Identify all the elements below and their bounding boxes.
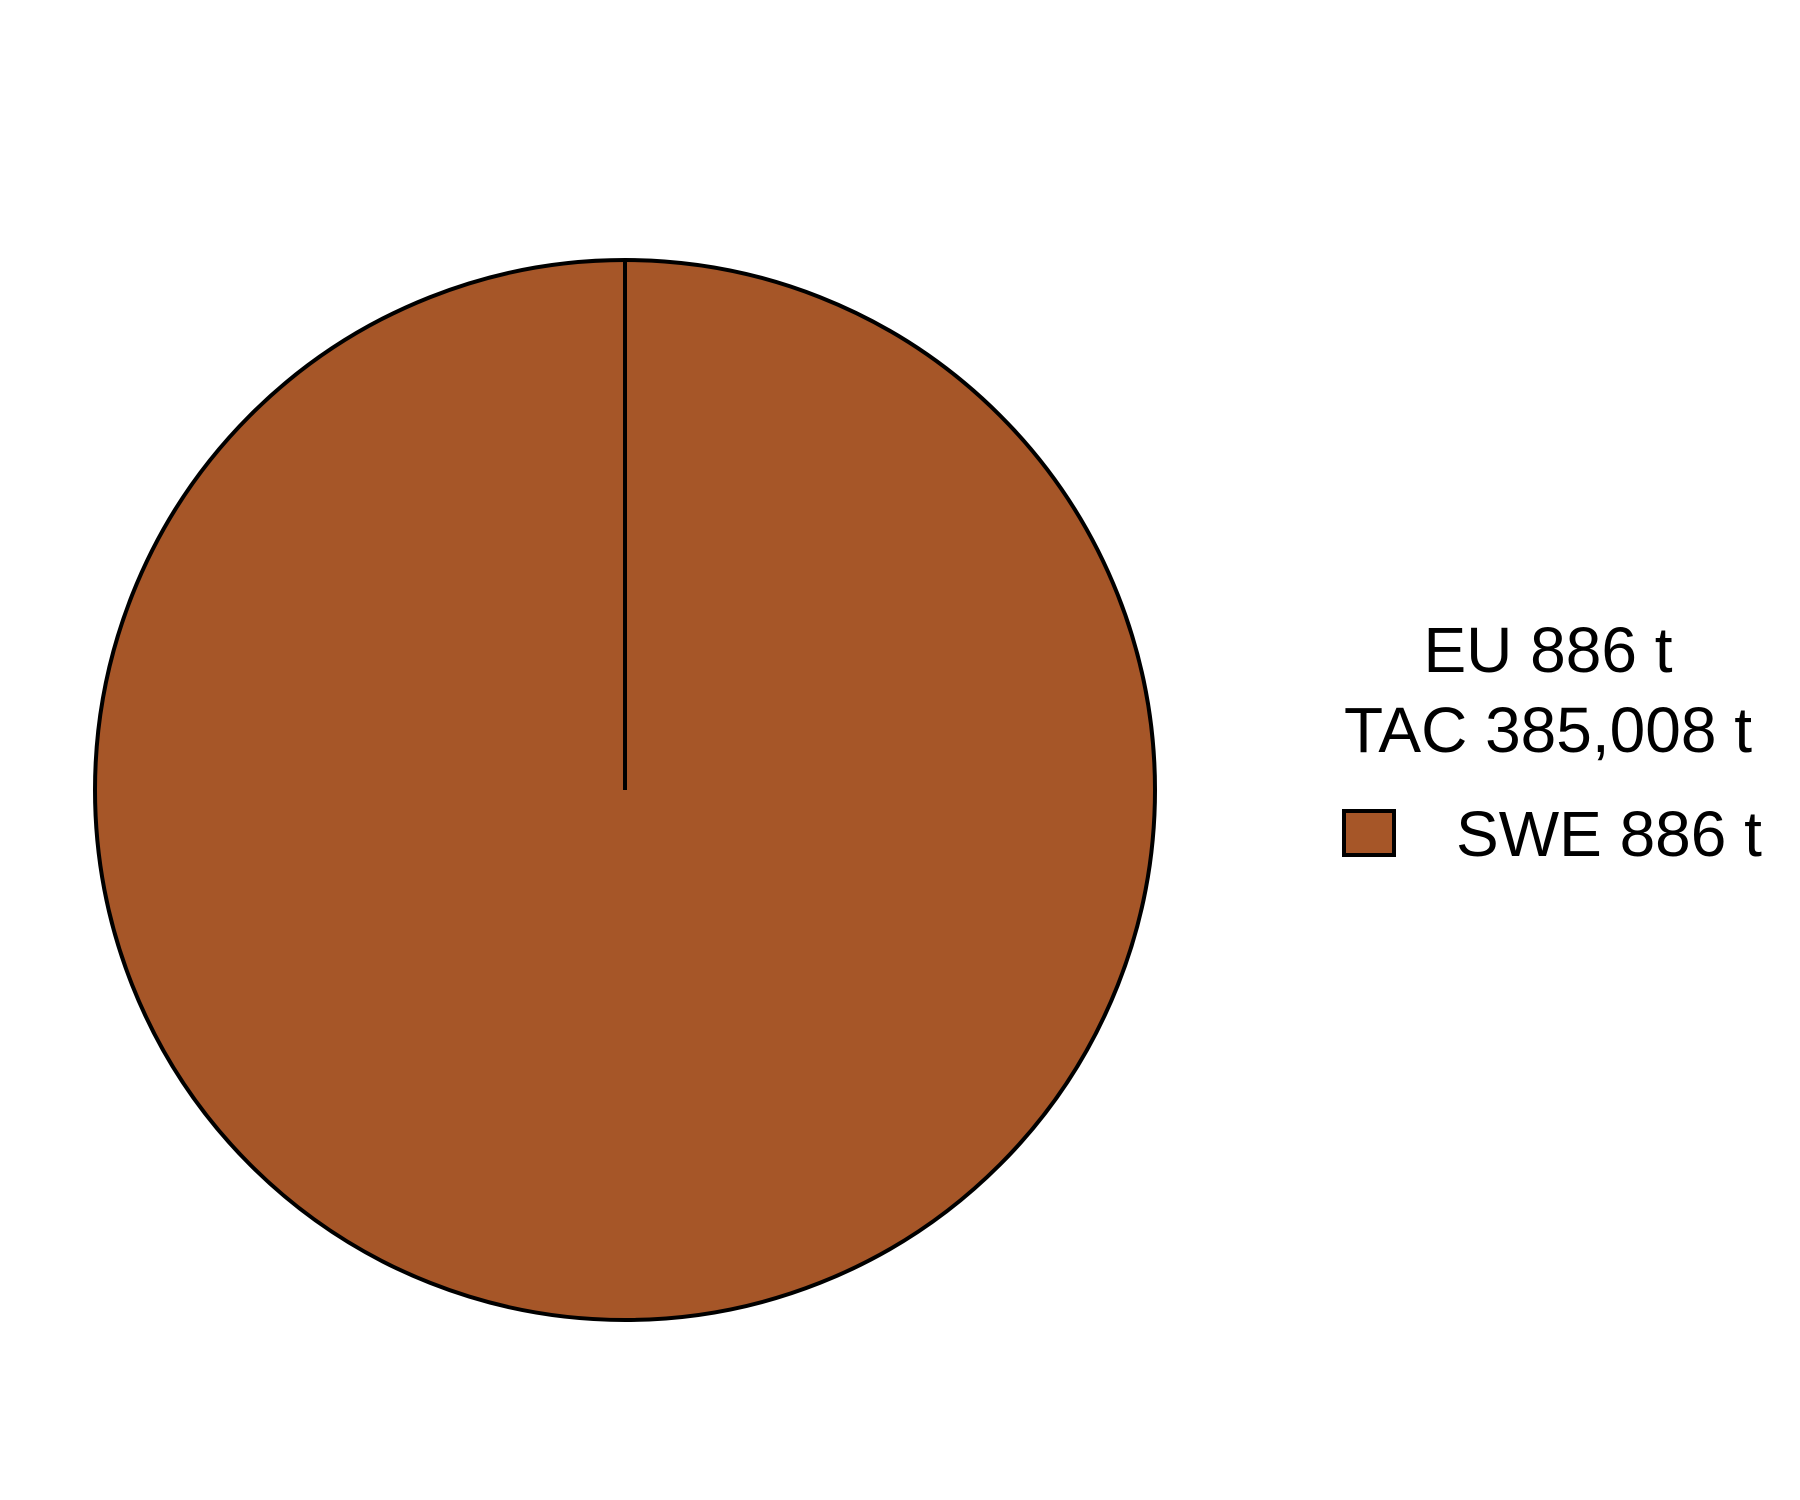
pie-slices [93,258,1157,1322]
legend: EU 886 t TAC 385,008 t SWE 886 t [1342,614,1762,870]
legend-title-line-1: EU 886 t [1423,614,1672,686]
legend-label-0: SWE 886 t [1456,798,1762,870]
legend-swatch-0 [1342,809,1396,857]
legend-title-line-2: TAC 385,008 t [1344,694,1752,766]
legend-items: SWE 886 t [1342,798,1762,870]
